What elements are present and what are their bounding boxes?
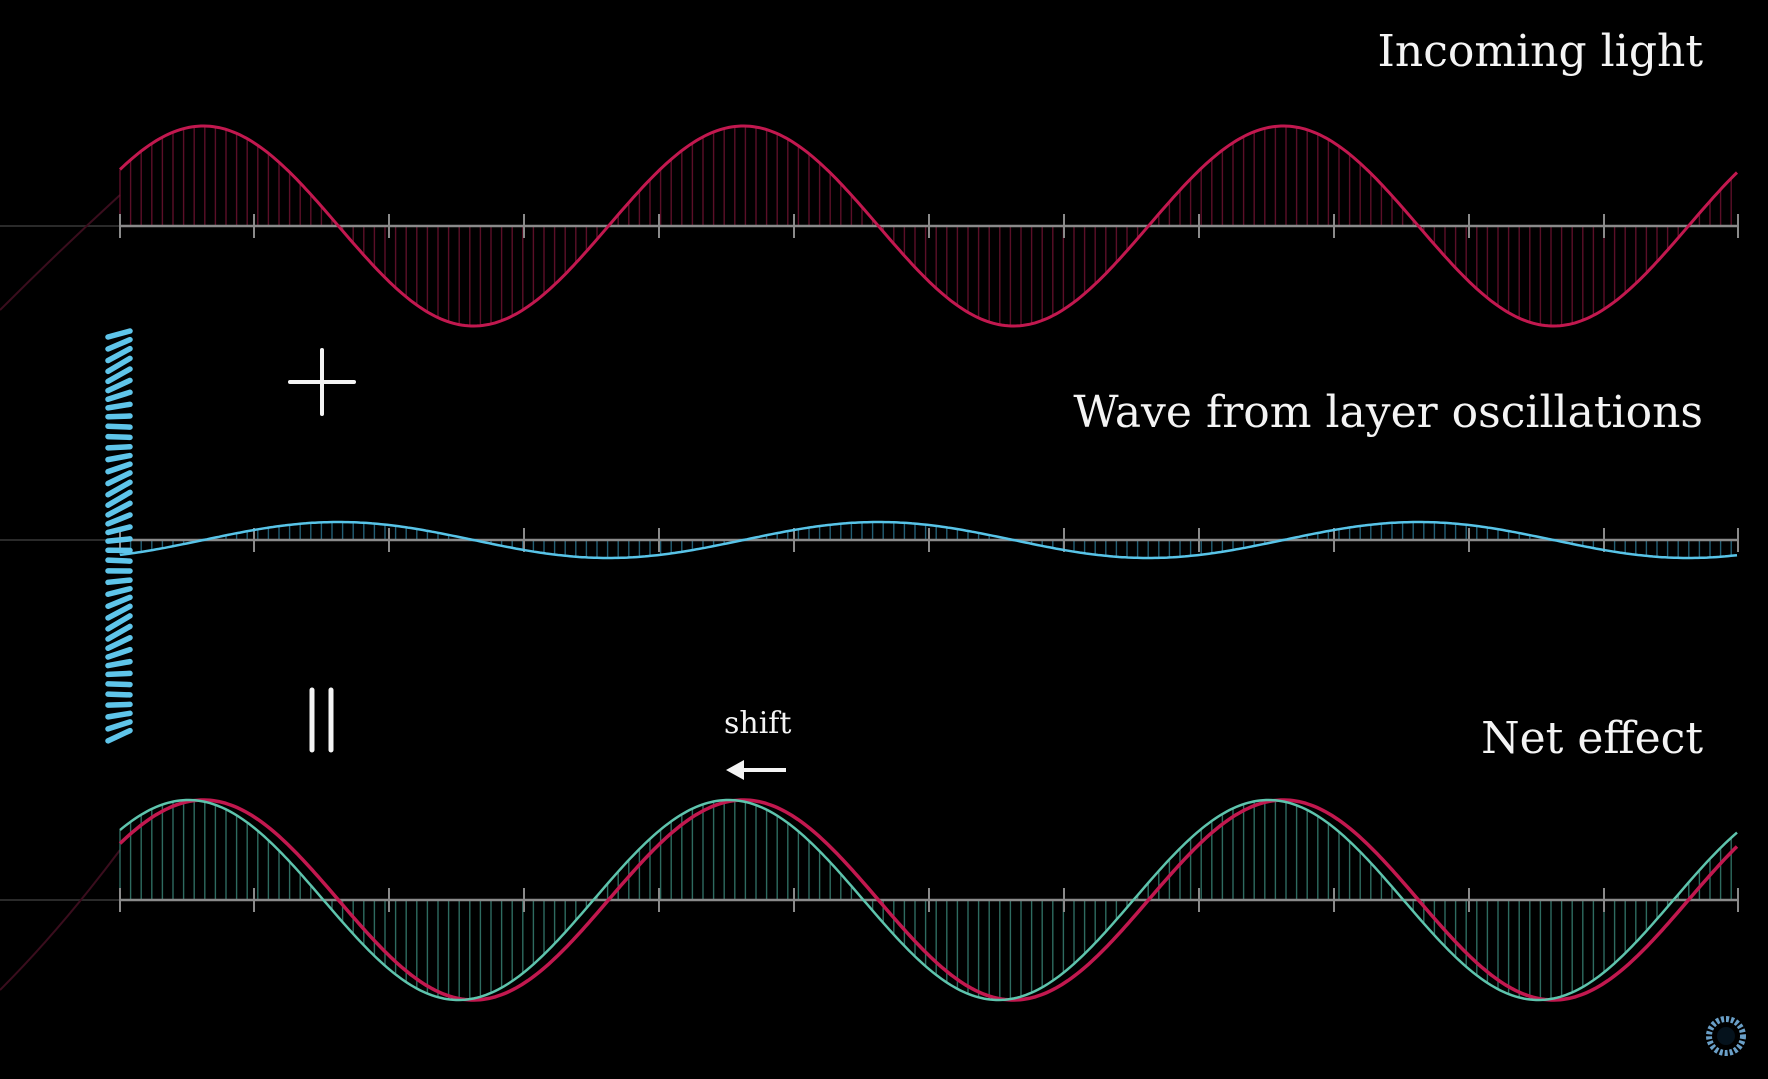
shift-label: shift <box>724 706 792 741</box>
plus-sign <box>288 348 356 416</box>
layer-dash <box>105 336 133 352</box>
layer-dash <box>105 512 133 527</box>
layer-dash <box>105 670 133 678</box>
left-arrow-icon <box>726 760 786 780</box>
layer-dash <box>105 634 133 652</box>
layer-dash <box>105 452 133 463</box>
layer-dash <box>105 345 133 364</box>
incoming-wave-panel <box>0 124 1739 328</box>
layer-wave-panel <box>0 520 1739 560</box>
net-incoming-curve <box>118 798 1739 1002</box>
incoming-curve <box>118 124 1739 328</box>
layer-dash <box>105 658 133 669</box>
layer-dash <box>105 577 133 586</box>
net-fade-curve <box>0 849 121 991</box>
layer-dash <box>105 489 133 509</box>
layer-dash <box>105 603 133 621</box>
layer-dash <box>105 719 133 732</box>
equals-sign <box>309 687 334 753</box>
net-effect-title: Net effect <box>1481 713 1703 764</box>
layer-dash <box>105 401 133 411</box>
layer-dash <box>105 710 133 720</box>
layer-dash <box>105 433 133 441</box>
layer-dash <box>105 536 133 544</box>
layer-dash <box>105 355 133 375</box>
layer-dash <box>105 623 133 642</box>
incoming-light-title: Incoming light <box>1377 26 1703 77</box>
layer-dash <box>105 366 133 385</box>
spinner-icon <box>1706 1016 1746 1056</box>
layer-dash <box>105 557 133 564</box>
layer-dash <box>105 444 133 451</box>
net-wave-panel <box>0 798 1739 1002</box>
layer-dash <box>105 691 133 698</box>
layer-dash <box>105 413 133 420</box>
layer-dash <box>105 646 133 660</box>
layer-dash <box>105 328 133 340</box>
layer-dash <box>105 423 133 430</box>
layer-wave-title: Wave from layer oscillations <box>1073 387 1703 438</box>
incoming-fade-curve <box>0 194 121 311</box>
layer-dash <box>105 681 133 688</box>
layer-dash <box>105 479 133 498</box>
layer-dash <box>105 613 133 632</box>
layer-dash <box>105 585 133 598</box>
layer-dash <box>105 377 133 394</box>
layer-dash <box>105 500 133 518</box>
layer-dash <box>105 470 133 487</box>
layer-dash <box>105 524 133 536</box>
layer-dash <box>105 594 133 610</box>
layer-dash <box>105 727 133 744</box>
net-curve <box>119 798 1738 1002</box>
layer-dash <box>105 389 133 403</box>
layer-dash <box>105 461 133 475</box>
layer-curve <box>119 520 1738 560</box>
layer-dash <box>105 701 133 708</box>
oscillating-layer-column <box>105 328 133 744</box>
